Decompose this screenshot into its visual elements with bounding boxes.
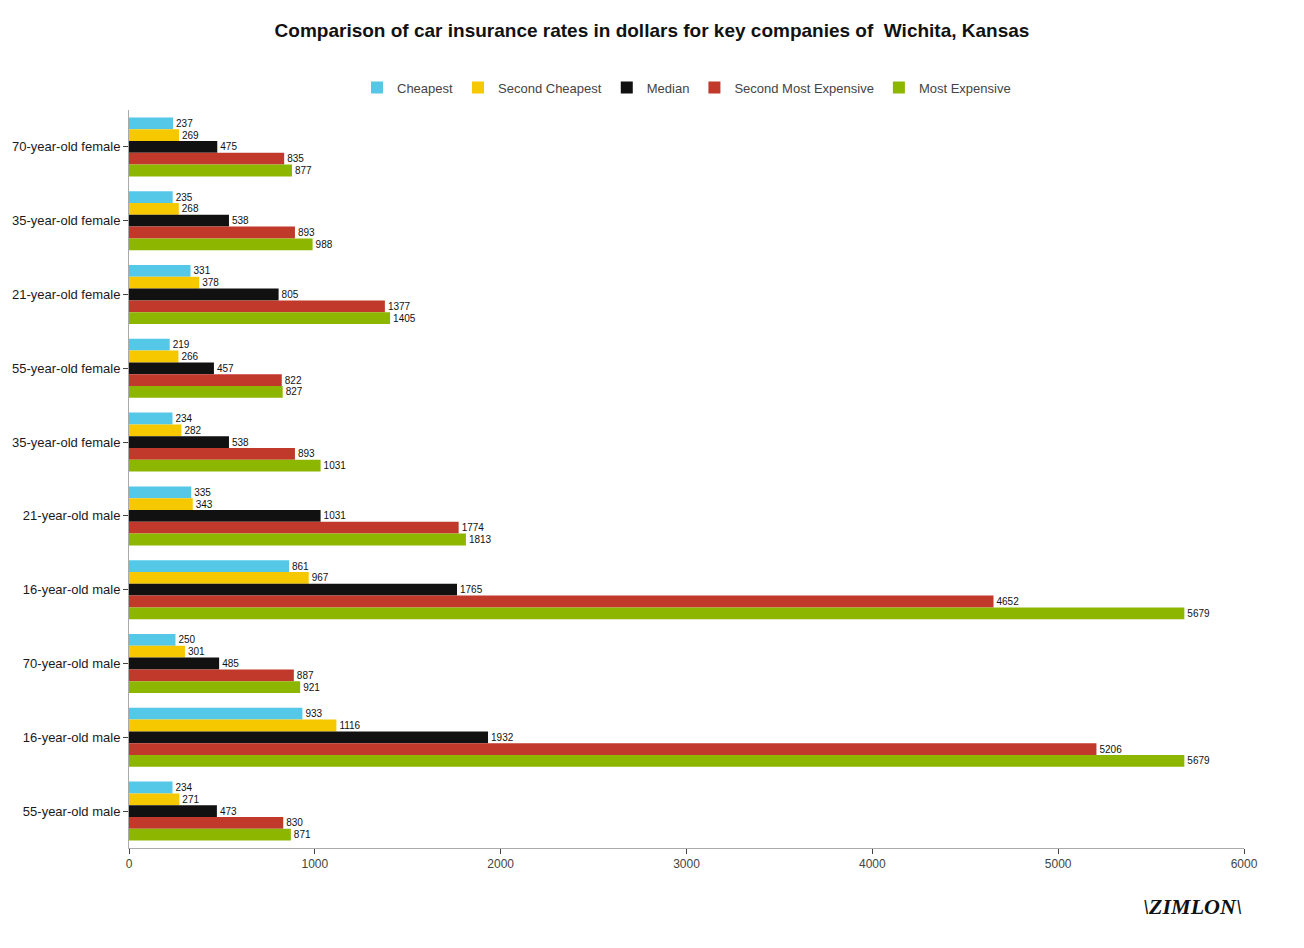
svg-text:1765: 1765	[460, 584, 483, 595]
svg-text:268: 268	[182, 203, 199, 214]
svg-text:237: 237	[176, 118, 193, 129]
svg-text:335: 335	[194, 487, 211, 498]
svg-text:4000: 4000	[859, 857, 886, 871]
svg-text:Second Most Expensive: Second Most Expensive	[734, 81, 873, 96]
svg-text:301: 301	[188, 646, 205, 657]
svg-text:282: 282	[184, 425, 201, 436]
svg-text:70-year-old male: 70-year-old male	[23, 656, 121, 671]
svg-text:921: 921	[303, 682, 320, 693]
svg-text:378: 378	[202, 277, 219, 288]
svg-text:234: 234	[175, 413, 192, 424]
svg-text:475: 475	[220, 141, 237, 152]
svg-text:1000: 1000	[301, 857, 328, 871]
svg-text:Comparison of car insurance ra: Comparison of car insurance rates in dol…	[275, 20, 1030, 41]
svg-text:Median: Median	[647, 81, 690, 96]
svg-text:538: 538	[232, 437, 249, 448]
svg-text:1932: 1932	[491, 732, 514, 743]
svg-text:269: 269	[182, 130, 199, 141]
svg-text:6000: 6000	[1231, 857, 1258, 871]
svg-text:271: 271	[182, 794, 199, 805]
svg-text:988: 988	[316, 239, 333, 250]
svg-text:266: 266	[181, 351, 198, 362]
svg-text:1031: 1031	[324, 460, 347, 471]
svg-text:3000: 3000	[673, 857, 700, 871]
svg-text:538: 538	[232, 215, 249, 226]
svg-text:457: 457	[217, 363, 234, 374]
svg-text:21-year-old male: 21-year-old male	[23, 508, 121, 523]
svg-text:827: 827	[286, 386, 303, 397]
svg-text:5206: 5206	[1099, 744, 1122, 755]
svg-text:5679: 5679	[1187, 608, 1210, 619]
svg-text:Second Cheapest: Second Cheapest	[498, 81, 602, 96]
svg-text:Cheapest: Cheapest	[397, 81, 453, 96]
svg-text:861: 861	[292, 561, 309, 572]
svg-text:235: 235	[176, 192, 193, 203]
svg-text:1031: 1031	[324, 510, 347, 521]
svg-text:877: 877	[295, 165, 312, 176]
svg-text:\ZIMLON\: \ZIMLON\	[1143, 894, 1242, 919]
svg-text:55-year-old male: 55-year-old male	[23, 804, 121, 819]
svg-text:887: 887	[297, 670, 314, 681]
svg-text:219: 219	[173, 339, 190, 350]
svg-text:835: 835	[287, 153, 304, 164]
svg-text:70-year-old female: 70-year-old female	[12, 139, 120, 154]
svg-text:805: 805	[282, 289, 299, 300]
svg-text:485: 485	[222, 658, 239, 669]
svg-text:5679: 5679	[1187, 755, 1210, 766]
svg-text:343: 343	[196, 499, 213, 510]
svg-text:4652: 4652	[997, 596, 1020, 607]
svg-text:871: 871	[294, 829, 311, 840]
svg-text:822: 822	[285, 375, 302, 386]
svg-text:1774: 1774	[462, 522, 485, 533]
svg-text:55-year-old female: 55-year-old female	[12, 361, 120, 376]
svg-text:1813: 1813	[469, 534, 492, 545]
svg-text:1405: 1405	[393, 313, 416, 324]
svg-text:1377: 1377	[388, 301, 411, 312]
svg-text:16-year-old male: 16-year-old male	[23, 582, 121, 597]
svg-text:893: 893	[298, 448, 315, 459]
svg-text:5000: 5000	[1045, 857, 1072, 871]
svg-text:16-year-old male: 16-year-old male	[23, 730, 121, 745]
svg-text:331: 331	[194, 265, 211, 276]
svg-text:893: 893	[298, 227, 315, 238]
svg-text:250: 250	[178, 634, 195, 645]
svg-text:35-year-old female: 35-year-old female	[12, 435, 120, 450]
svg-text:Most Expensive: Most Expensive	[919, 81, 1011, 96]
svg-text:473: 473	[220, 806, 237, 817]
svg-text:0: 0	[126, 857, 133, 871]
svg-text:933: 933	[305, 708, 322, 719]
svg-text:2000: 2000	[487, 857, 514, 871]
svg-text:234: 234	[175, 782, 192, 793]
svg-text:967: 967	[312, 572, 329, 583]
svg-text:1116: 1116	[339, 720, 360, 731]
svg-text:830: 830	[286, 817, 303, 828]
svg-text:35-year-old female: 35-year-old female	[12, 213, 120, 228]
svg-text:21-year-old female: 21-year-old female	[12, 287, 120, 302]
